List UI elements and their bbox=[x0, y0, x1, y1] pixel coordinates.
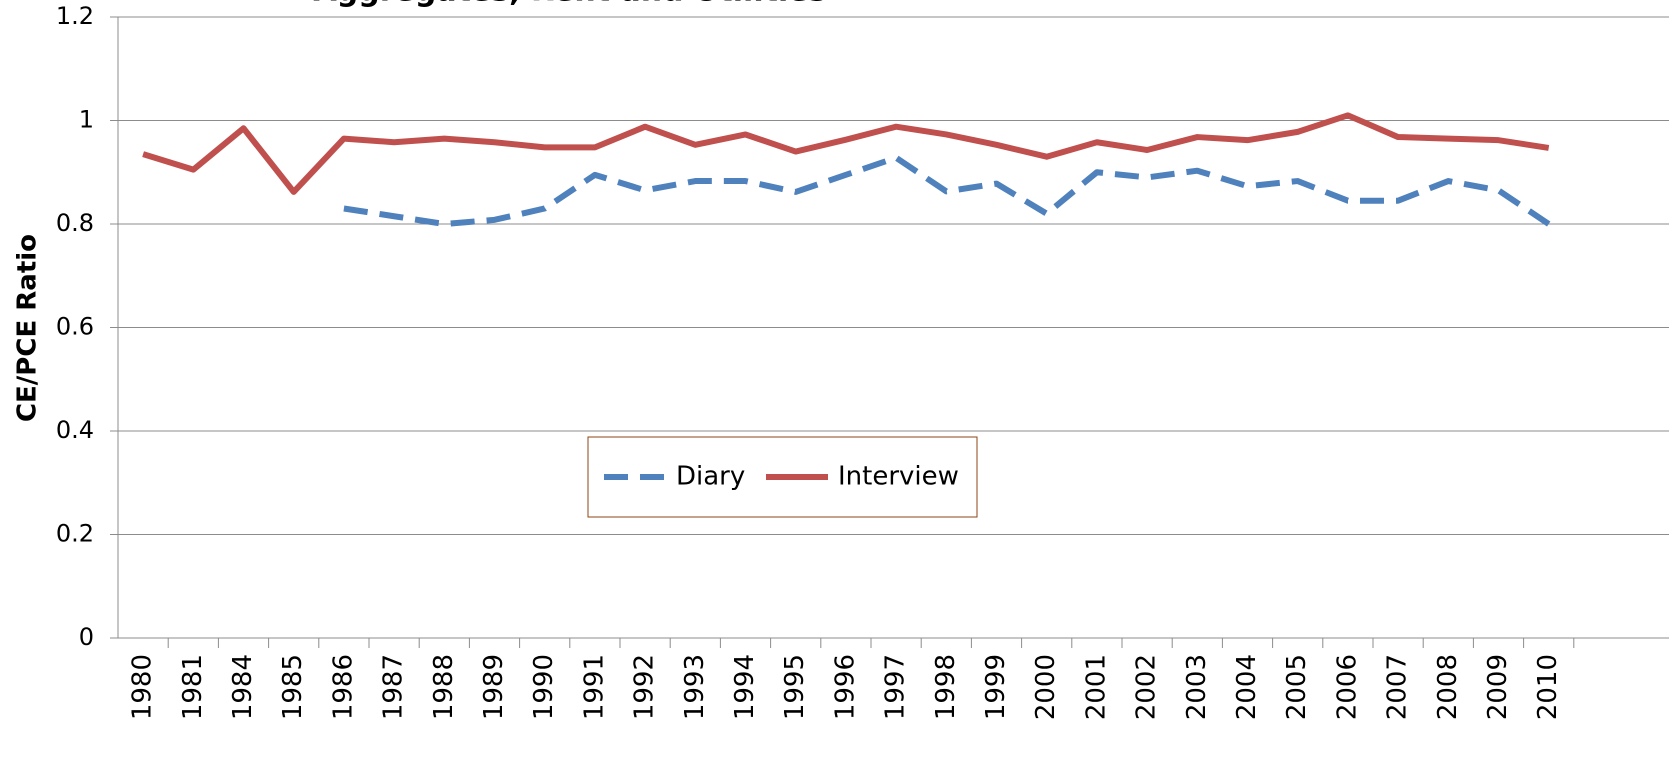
x-tick-label: 1997 bbox=[881, 654, 911, 720]
x-tick-label: 2006 bbox=[1332, 654, 1362, 720]
x-tick-label: 1988 bbox=[429, 654, 459, 720]
y-tick-label: 0.8 bbox=[56, 209, 94, 237]
x-tick-label: 1996 bbox=[830, 654, 860, 720]
x-tick-label: 2007 bbox=[1383, 654, 1413, 720]
x-tick-label: 2008 bbox=[1433, 654, 1463, 720]
x-tick-label: 2004 bbox=[1232, 654, 1262, 720]
y-tick-label: 0.4 bbox=[56, 416, 94, 444]
x-tick-label: 2009 bbox=[1483, 654, 1513, 720]
x-tick-label: 2010 bbox=[1533, 654, 1563, 720]
y-tick-label: 1.2 bbox=[56, 2, 94, 30]
x-tick-label: 2002 bbox=[1132, 654, 1162, 720]
chart-title: Aggregates, Rent and Utilities bbox=[314, 0, 827, 9]
data-line bbox=[142, 112, 1550, 195]
x-tick-label: 1985 bbox=[278, 654, 308, 720]
x-tick-label: 2001 bbox=[1081, 654, 1111, 720]
y-tick-label: 0.6 bbox=[56, 313, 94, 341]
x-tick-label: 1980 bbox=[128, 654, 158, 720]
x-tick-label: 1999 bbox=[981, 654, 1011, 720]
x-tick-label: 1991 bbox=[579, 654, 609, 720]
data-line bbox=[343, 154, 1551, 227]
x-tick-label: 1981 bbox=[178, 654, 208, 720]
x-tick-label: 1992 bbox=[630, 654, 660, 720]
x-tick-label: 2000 bbox=[1031, 654, 1061, 720]
x-tick-label: 1998 bbox=[931, 654, 961, 720]
x-tick-label: 1995 bbox=[780, 654, 810, 720]
x-tick-label: 2003 bbox=[1182, 654, 1212, 720]
y-tick-label: 0 bbox=[79, 623, 94, 651]
x-tick-label: 1989 bbox=[479, 654, 509, 720]
legend-label: Diary bbox=[676, 462, 745, 492]
x-tick-label: 1990 bbox=[529, 654, 559, 720]
y-tick-label: 1 bbox=[79, 106, 94, 134]
y-tick-label: 0.2 bbox=[56, 520, 94, 548]
x-tick-label: 1993 bbox=[680, 654, 710, 720]
legend-label: Interview bbox=[838, 462, 959, 492]
x-tick-label: 2005 bbox=[1282, 654, 1312, 720]
x-tick-label: 1984 bbox=[228, 654, 258, 720]
y-axis-label: CE/PCE Ratio bbox=[13, 234, 43, 422]
x-tick-label: 1994 bbox=[730, 654, 760, 720]
x-tick-label: 1986 bbox=[328, 654, 358, 720]
x-tick-label: 1987 bbox=[379, 654, 409, 720]
legend: Diary Interview bbox=[587, 436, 978, 518]
